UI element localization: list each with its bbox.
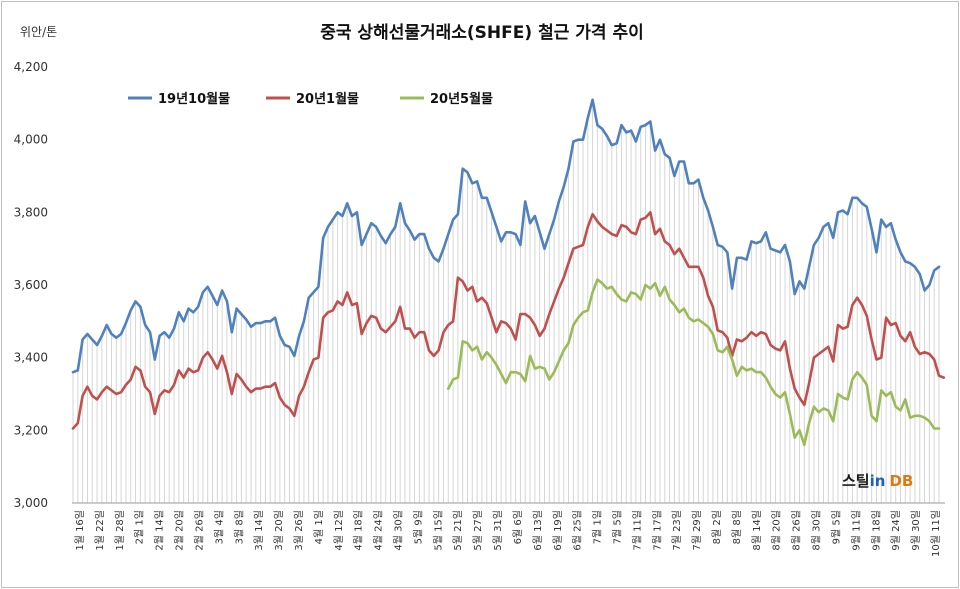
x-tick-label: 8월 14일 [751, 510, 763, 551]
x-tick-label: 8월 26일 [791, 510, 803, 551]
x-axis-ticks: 1월 16일 1월 22일 1월 28일 2월 1일 2월 14일 2월 20일 2월 26… [74, 510, 942, 557]
x-tick-label: 2월 20일 [174, 510, 186, 551]
x-tick-label: 4월 18일 [353, 510, 365, 551]
legend-item-series-0: 19년10월물 [128, 91, 230, 107]
x-tick-label: 9월 18일 [870, 510, 882, 551]
x-tick-label: 6월 13일 [532, 510, 544, 551]
series-lines [71, 98, 946, 447]
x-tick-label: 6월 25일 [572, 510, 584, 551]
brand-name-ko: 스틸 [842, 472, 870, 490]
y-tick-label: 4,000 [14, 133, 48, 147]
x-tick-label: 5월 27일 [472, 510, 484, 551]
x-tick-label: 3월 26일 [293, 510, 305, 551]
x-tick-label: 8월 20일 [771, 510, 783, 551]
x-tick-label: 7월 5일 [611, 510, 623, 544]
y-tick-label: 3,400 [14, 351, 48, 365]
y-tick-label: 3,200 [14, 423, 48, 437]
x-tick-label: 8월 8일 [731, 510, 743, 544]
x-tick-label: 3월 8일 [233, 510, 245, 544]
x-tick-label: 1월 22일 [94, 510, 106, 551]
legend-label-series-0: 19년10월물 [158, 91, 230, 107]
x-tick-label: 5월 15일 [432, 510, 444, 551]
brand-logo: 스틸in DB [842, 472, 913, 490]
x-tick-label: 9월 5일 [830, 510, 842, 544]
x-tick-label: 3월 14일 [253, 510, 265, 551]
series-line-0 [71, 98, 941, 374]
x-tick-label: 7월 29일 [691, 510, 703, 551]
x-tick-label: 2월 1일 [134, 510, 146, 544]
x-tick-label: 10월 11일 [930, 510, 942, 557]
x-tick-label: 9월 30일 [910, 510, 922, 551]
y-tick-label: 4,200 [14, 60, 48, 74]
x-tick-label: 1월 28일 [114, 510, 126, 551]
x-tick-label: 7월 1일 [592, 510, 604, 544]
series-line-1 [71, 211, 946, 430]
x-tick-label: 8월 30일 [811, 510, 823, 551]
x-tick-label: 2월 14일 [154, 510, 166, 551]
x-tick-label: 1월 16일 [74, 510, 86, 551]
y-tick-label: 3,600 [14, 278, 48, 292]
brand-name-db: DB [889, 472, 913, 490]
x-tick-label: 3월 20일 [273, 510, 285, 551]
x-tick-label: 7월 11일 [631, 510, 643, 551]
legend-item-series-1: 20년1월물 [266, 91, 359, 107]
x-tick-label: 9월 24일 [890, 510, 902, 551]
x-tick-label: 7월 23일 [671, 510, 683, 551]
vertical-gridlines [72, 99, 940, 503]
brand-name-in: in [870, 472, 886, 490]
x-tick-label: 8월 2일 [711, 510, 723, 544]
y-tick-label: 3,000 [14, 496, 48, 510]
x-tick-label: 9월 11일 [850, 510, 862, 551]
y-tick-label: 3,800 [14, 205, 48, 219]
x-tick-label: 7월 17일 [651, 510, 663, 551]
series-line-2 [447, 278, 941, 447]
chart-title: 중국 상해선물거래소(SHFE) 철근 가격 추이 [320, 23, 644, 43]
x-tick-label: 4월 30일 [393, 510, 405, 551]
legend-label-series-1: 20년1월물 [296, 91, 359, 107]
x-tick-label: 3월 4일 [213, 510, 225, 544]
x-tick-label: 4월 24일 [373, 510, 385, 551]
x-tick-label: 6월 6일 [512, 510, 524, 544]
legend-label-series-2: 20년5월물 [430, 91, 493, 107]
x-tick-label: 5월 21일 [452, 510, 464, 551]
x-tick-label: 2월 26일 [193, 510, 205, 551]
x-tick-label: 5월 31일 [492, 510, 504, 551]
legend-item-series-2: 20년5월물 [400, 91, 493, 107]
x-tick-label: 6월 19일 [552, 510, 564, 551]
x-tick-label: 4월 1일 [313, 510, 325, 544]
y-unit-label: 위안/톤 [20, 25, 57, 39]
legend: 19년10월물 20년1월물 20년5월물 [128, 91, 493, 107]
x-tick-label: 5월 9일 [412, 510, 424, 544]
y-axis-ticks: 3,000 3,200 3,400 3,600 3,800 4,000 4,200 [14, 60, 48, 510]
x-tick-label: 4월 12일 [333, 510, 345, 551]
